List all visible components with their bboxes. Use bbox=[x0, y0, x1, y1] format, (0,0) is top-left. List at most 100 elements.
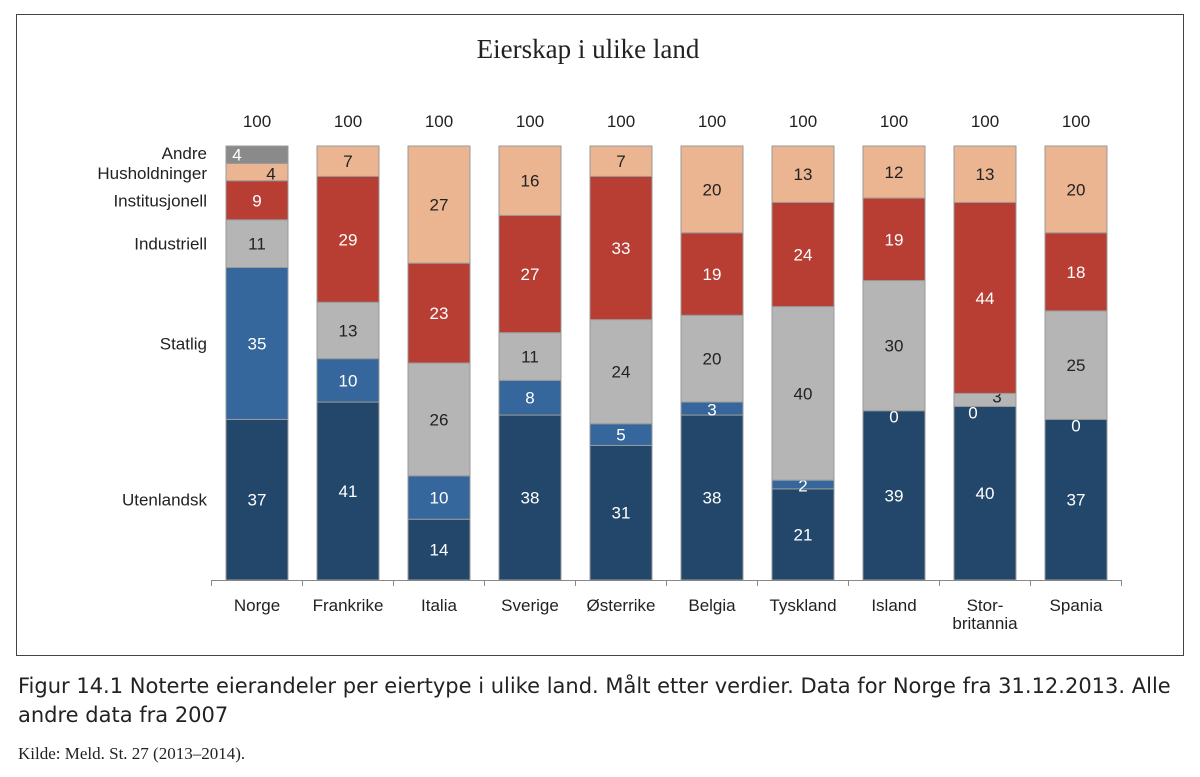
bar-segment-husholdninger bbox=[316, 145, 380, 177]
total-label: 100 bbox=[425, 112, 453, 131]
bar-segment-utenlandsk bbox=[498, 414, 562, 581]
legend-label: Andre bbox=[162, 144, 207, 163]
data-label: 5 bbox=[616, 426, 625, 445]
bar-segment-industriell bbox=[316, 301, 380, 360]
bar-segment-industriell bbox=[1044, 310, 1108, 420]
legend-label: Institusjonell bbox=[113, 191, 207, 210]
x-tick-label: Frankrike bbox=[313, 596, 384, 615]
data-label: 24 bbox=[612, 363, 631, 382]
x-tick-label: Spania bbox=[1050, 596, 1103, 615]
bar-segment-husholdninger bbox=[225, 162, 289, 182]
total-label: 100 bbox=[1062, 112, 1090, 131]
data-label: 23 bbox=[430, 304, 449, 323]
data-label: 13 bbox=[976, 165, 995, 184]
x-tick-label: Sverige bbox=[501, 596, 559, 615]
bar-segment-andre bbox=[225, 145, 289, 164]
data-label: 16 bbox=[521, 172, 540, 191]
data-label: 38 bbox=[521, 489, 540, 508]
bar-segment-institusjonell bbox=[589, 175, 653, 321]
data-label: 40 bbox=[794, 384, 813, 403]
bar-segment-utenlandsk bbox=[225, 418, 289, 581]
data-label: 26 bbox=[430, 410, 449, 429]
data-label: 10 bbox=[430, 489, 449, 508]
total-label: 100 bbox=[243, 112, 271, 131]
bar-segment-husholdninger bbox=[407, 145, 471, 264]
bar-segment-institusjonell bbox=[316, 175, 380, 303]
x-tick-label: Tyskland bbox=[769, 596, 836, 615]
data-label: 11 bbox=[248, 235, 266, 254]
bar-segment-utenlandsk bbox=[1044, 418, 1108, 581]
bar-segment-utenlandsk bbox=[589, 444, 653, 581]
data-label: 33 bbox=[612, 239, 631, 258]
bar-segment-husholdninger bbox=[953, 145, 1017, 203]
figure-source: Kilde: Meld. St. 27 (2013–2014). bbox=[18, 744, 246, 763]
bar-segment-industriell bbox=[862, 280, 926, 412]
chart-title: Eierskap i ulike land bbox=[477, 34, 700, 64]
data-label: 41 bbox=[339, 482, 358, 501]
data-label: 11 bbox=[521, 347, 539, 366]
data-label: 13 bbox=[794, 165, 813, 184]
data-label: 3 bbox=[707, 401, 716, 420]
data-label: 9 bbox=[252, 191, 261, 210]
legend-label: Industriell bbox=[134, 235, 207, 254]
bar-segment-industriell bbox=[771, 306, 835, 481]
data-label: 7 bbox=[343, 152, 352, 171]
bar-segment-husholdninger bbox=[771, 145, 835, 203]
data-label: 40 bbox=[976, 484, 995, 503]
total-label: 100 bbox=[607, 112, 635, 131]
data-label: 30 bbox=[885, 337, 904, 356]
figure-caption: Figur 14.1 Noterte eierandeler per eiert… bbox=[18, 674, 1171, 727]
x-tick-label: Belgia bbox=[688, 596, 736, 615]
data-label: 4 bbox=[266, 165, 275, 184]
bar-segment-husholdninger bbox=[589, 145, 653, 177]
bar-segment-institusjonell bbox=[862, 197, 926, 282]
data-label: 20 bbox=[1067, 180, 1086, 199]
data-label: 37 bbox=[248, 491, 267, 510]
data-label: 8 bbox=[525, 389, 534, 408]
data-label: 18 bbox=[1067, 263, 1086, 282]
data-label: 27 bbox=[521, 265, 540, 284]
data-label: 2 bbox=[798, 477, 807, 496]
bar-segment-industriell bbox=[407, 362, 471, 477]
data-label: 3 bbox=[992, 387, 1001, 406]
bar-segment-institusjonell bbox=[1044, 232, 1108, 312]
bar-segment-institusjonell bbox=[680, 232, 744, 316]
data-label: 31 bbox=[612, 504, 631, 523]
data-label: 10 bbox=[339, 371, 358, 390]
legend-label: Husholdninger bbox=[97, 164, 207, 183]
bar-segment-husholdninger bbox=[680, 145, 744, 234]
data-label: 19 bbox=[703, 265, 722, 284]
data-label: 0 bbox=[889, 408, 898, 427]
x-tick-label: Italia bbox=[421, 596, 457, 615]
total-label: 100 bbox=[334, 112, 362, 131]
bar-segment-institusjonell bbox=[225, 180, 289, 221]
data-label: 38 bbox=[703, 489, 722, 508]
bar-segment-utenlandsk bbox=[316, 401, 380, 581]
data-label: 37 bbox=[1067, 491, 1086, 510]
x-tick-label: Stor- bbox=[967, 596, 1004, 615]
total-label: 100 bbox=[971, 112, 999, 131]
bar-segment-utenlandsk bbox=[407, 518, 471, 581]
data-label: 29 bbox=[339, 230, 358, 249]
bar-segment-institusjonell bbox=[498, 214, 562, 334]
data-label: 20 bbox=[703, 180, 722, 199]
bar-segment-husholdninger bbox=[862, 145, 926, 199]
bar-segment-institusjonell bbox=[953, 201, 1017, 394]
legend-label: Utenlandsk bbox=[122, 491, 208, 510]
bar-segment-utenlandsk bbox=[953, 405, 1017, 581]
x-tick-label: Norge bbox=[234, 596, 280, 615]
bar-segment-industriell bbox=[225, 219, 289, 269]
data-label: 20 bbox=[703, 350, 722, 369]
data-label: 19 bbox=[885, 230, 904, 249]
data-label: 7 bbox=[616, 152, 625, 171]
bar-segment-industriell bbox=[953, 392, 1017, 407]
total-label: 100 bbox=[698, 112, 726, 131]
data-label: 35 bbox=[248, 334, 267, 353]
bar-segment-husholdninger bbox=[498, 145, 562, 216]
data-label: 4 bbox=[232, 145, 241, 164]
bar-segment-industriell bbox=[589, 319, 653, 425]
bar-segment-industriell bbox=[680, 314, 744, 403]
data-label: 0 bbox=[968, 403, 977, 422]
data-label: 21 bbox=[794, 525, 813, 544]
